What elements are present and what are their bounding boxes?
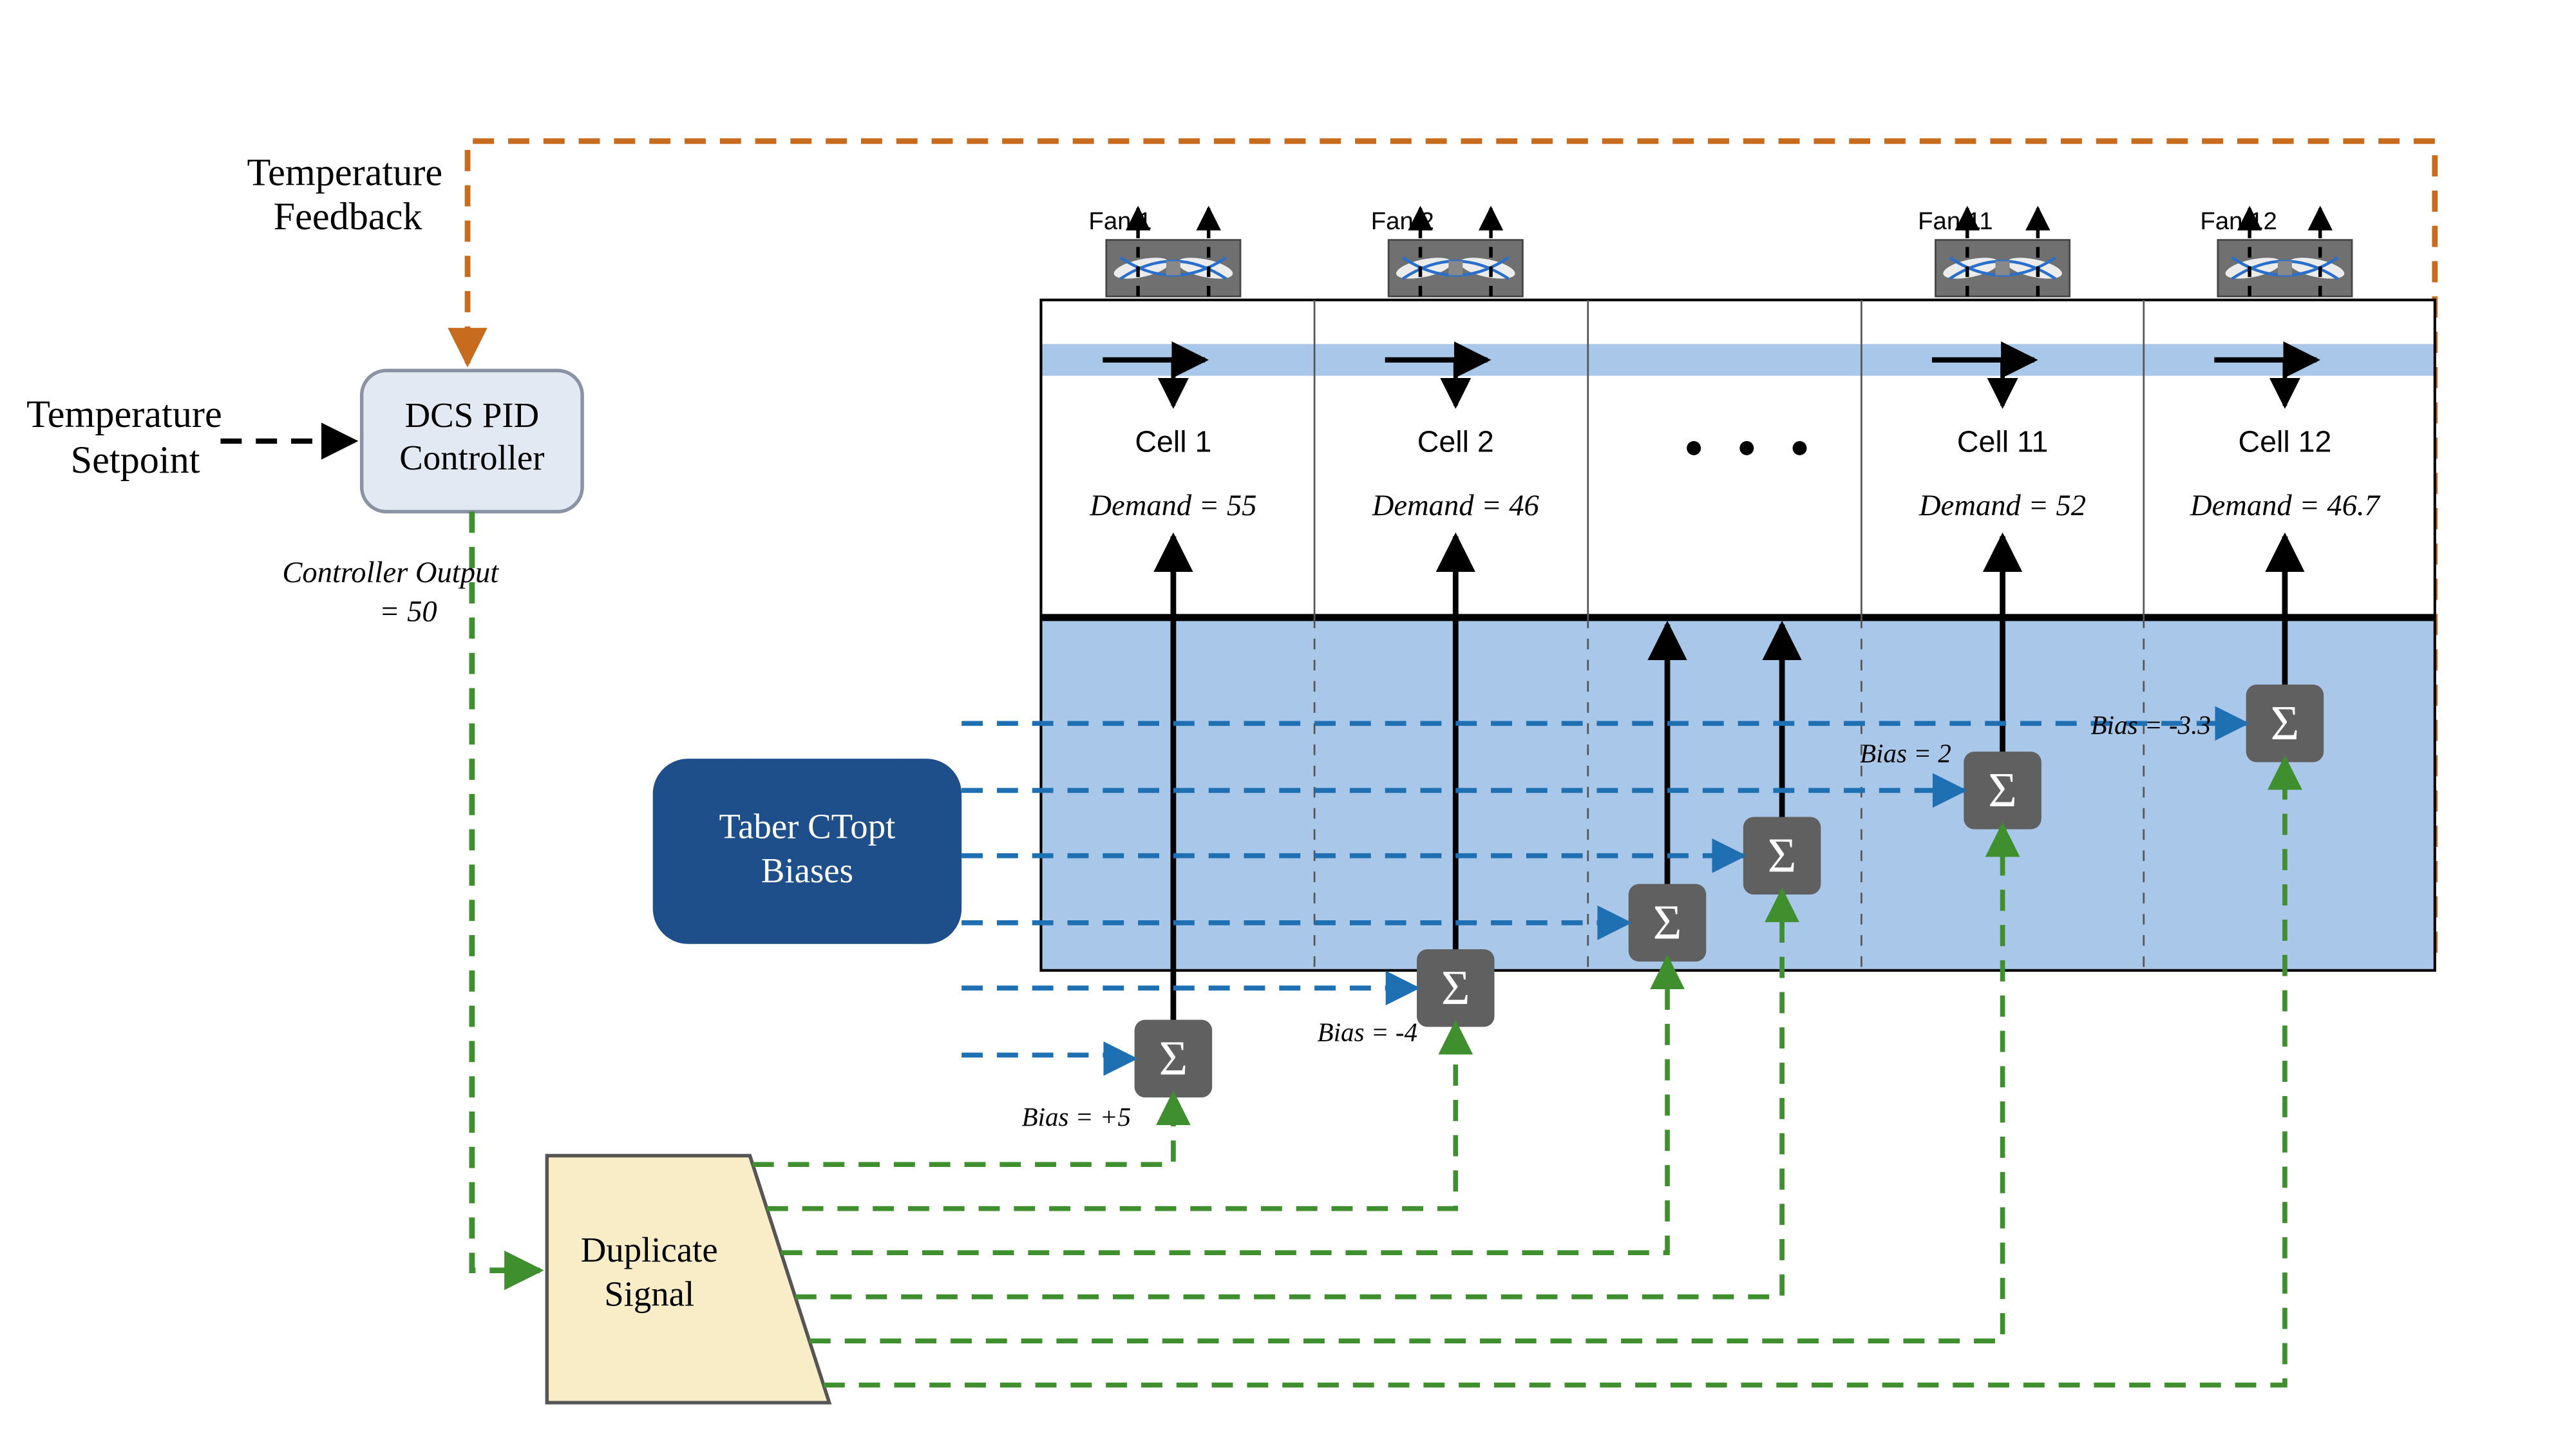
ellipsis-dot — [1687, 441, 1701, 455]
sigma-node: Σ — [2246, 685, 2324, 762]
pid-label-1: DCS PID — [405, 395, 540, 435]
ellipsis-dot — [1793, 441, 1807, 455]
water-basin — [1041, 618, 2434, 971]
bias-label-1: Taber CTopt — [719, 806, 896, 846]
fan-label: Fan 2 — [1371, 207, 1434, 235]
svg-text:Σ: Σ — [1653, 895, 1682, 950]
svg-text:Σ: Σ — [1988, 762, 2017, 817]
cell-label: Cell 12 — [2238, 424, 2331, 458]
bias-value-11: Bias = 2 — [1860, 739, 1951, 768]
bias-value-2: Bias = -4 — [1318, 1017, 1418, 1046]
cell-label: Cell 1 — [1135, 424, 1211, 458]
pid-label-2: Controller — [399, 438, 544, 477]
sigma-node: Σ — [1964, 752, 2041, 829]
demand-label: Demand = 46 — [1372, 489, 1540, 522]
demand-label: Demand = 52 — [1918, 489, 2086, 522]
ellipsis-dot — [1739, 441, 1754, 455]
svg-text:Σ: Σ — [2271, 696, 2300, 750]
bias-value-1: Bias = +5 — [1021, 1102, 1131, 1132]
temperature-feedback-label-2: Feedback — [274, 195, 423, 238]
fan-label: Fan 11 — [1918, 207, 1993, 235]
demand-label: Demand = 46.7 — [2190, 489, 2381, 522]
fan-label: Fan 12 — [2200, 207, 2277, 235]
bias-value-12: Bias = -3.3 — [2091, 710, 2211, 740]
fan-label: Fan 1 — [1088, 207, 1151, 235]
bias-label-2: Biases — [761, 851, 853, 890]
controller-output-label-1: Controller Output — [282, 556, 499, 589]
duplicate-label-2: Signal — [604, 1274, 694, 1313]
sigma-node: Σ — [1743, 817, 1821, 895]
duplicate-label-1: Duplicate — [581, 1230, 718, 1269]
setpoint-label-2: Setpoint — [71, 439, 200, 482]
sigma-node: Σ — [1629, 884, 1707, 962]
temperature-feedback-label-1: Temperature — [247, 151, 443, 194]
sigma-node: Σ — [1135, 1020, 1213, 1098]
setpoint-label-1: Temperature — [26, 393, 222, 436]
svg-text:Σ: Σ — [1441, 960, 1470, 1015]
svg-text:Σ: Σ — [1159, 1030, 1188, 1085]
sigma-node: Σ — [1417, 949, 1495, 1027]
cell-label: Cell 11 — [1957, 424, 2048, 458]
controller-output-label-2: = 50 — [379, 595, 437, 628]
svg-text:Σ: Σ — [1768, 828, 1797, 882]
demand-label: Demand = 55 — [1089, 489, 1256, 522]
cell-label: Cell 2 — [1417, 424, 1494, 458]
